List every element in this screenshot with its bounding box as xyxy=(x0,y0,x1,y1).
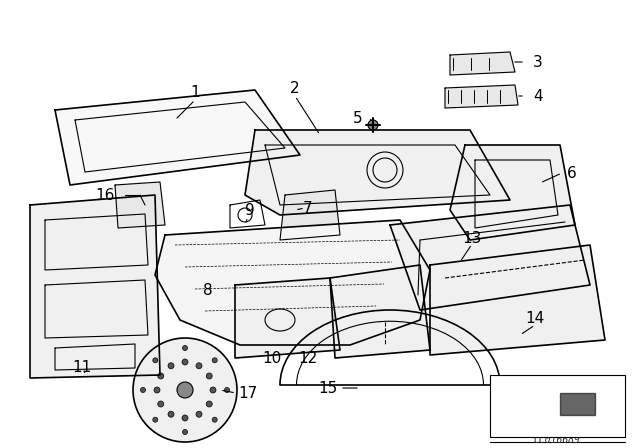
Polygon shape xyxy=(445,85,518,108)
Circle shape xyxy=(196,411,202,417)
Text: CC016689: CC016689 xyxy=(534,435,580,445)
Circle shape xyxy=(153,358,158,363)
Circle shape xyxy=(141,388,145,392)
Text: 2: 2 xyxy=(290,81,300,95)
Polygon shape xyxy=(245,130,510,215)
Circle shape xyxy=(168,363,174,369)
Text: 7: 7 xyxy=(303,201,313,215)
Polygon shape xyxy=(30,195,160,378)
Polygon shape xyxy=(450,145,575,240)
Circle shape xyxy=(182,359,188,365)
Text: 15: 15 xyxy=(318,380,338,396)
Text: 11: 11 xyxy=(72,359,92,375)
Text: 1: 1 xyxy=(190,85,200,99)
Text: 6: 6 xyxy=(567,165,577,181)
Polygon shape xyxy=(235,278,340,358)
Circle shape xyxy=(133,338,237,442)
Polygon shape xyxy=(330,265,430,358)
Polygon shape xyxy=(55,90,300,185)
Circle shape xyxy=(168,411,174,417)
Text: 12: 12 xyxy=(298,350,317,366)
Circle shape xyxy=(225,388,230,392)
Circle shape xyxy=(177,382,193,398)
Bar xyxy=(560,393,595,415)
Text: 14: 14 xyxy=(525,310,545,326)
Text: 5: 5 xyxy=(353,111,363,125)
Polygon shape xyxy=(155,220,430,345)
Circle shape xyxy=(206,373,212,379)
Polygon shape xyxy=(390,205,590,310)
Circle shape xyxy=(154,387,160,393)
Circle shape xyxy=(206,401,212,407)
Circle shape xyxy=(212,358,217,363)
Circle shape xyxy=(182,430,188,435)
Text: 9: 9 xyxy=(245,202,255,217)
Circle shape xyxy=(153,417,158,422)
Polygon shape xyxy=(115,182,165,228)
Circle shape xyxy=(210,387,216,393)
Bar xyxy=(490,375,625,437)
Circle shape xyxy=(157,401,164,407)
Circle shape xyxy=(196,363,202,369)
Text: 17: 17 xyxy=(238,385,258,401)
Circle shape xyxy=(586,416,604,434)
Circle shape xyxy=(182,415,188,421)
Circle shape xyxy=(157,373,164,379)
Circle shape xyxy=(368,120,378,130)
Text: 10: 10 xyxy=(262,350,282,366)
Text: 8: 8 xyxy=(203,283,213,297)
Polygon shape xyxy=(430,245,605,355)
Polygon shape xyxy=(280,190,340,240)
Circle shape xyxy=(212,417,217,422)
Text: 13: 13 xyxy=(462,231,482,246)
Polygon shape xyxy=(450,52,515,75)
Circle shape xyxy=(511,416,529,434)
Text: 16: 16 xyxy=(95,188,115,202)
Text: 3: 3 xyxy=(533,55,543,69)
Circle shape xyxy=(182,345,188,350)
Text: 4: 4 xyxy=(533,89,543,103)
